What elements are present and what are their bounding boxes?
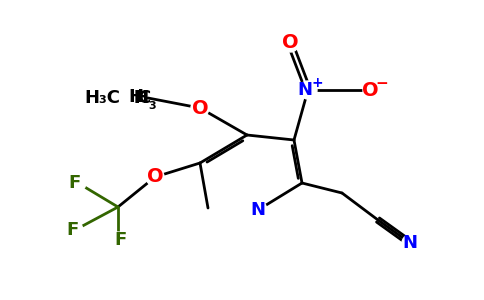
Circle shape bbox=[146, 168, 164, 186]
Circle shape bbox=[191, 99, 209, 117]
Text: O: O bbox=[147, 167, 163, 187]
Text: +: + bbox=[311, 76, 323, 90]
Text: N: N bbox=[298, 81, 313, 99]
Text: −: − bbox=[376, 76, 388, 91]
Text: H₃C: H₃C bbox=[84, 89, 120, 107]
Text: N: N bbox=[403, 234, 418, 252]
Text: H: H bbox=[133, 89, 148, 107]
Circle shape bbox=[70, 175, 86, 191]
Text: F: F bbox=[115, 231, 127, 249]
Text: H: H bbox=[128, 88, 143, 106]
Circle shape bbox=[67, 222, 83, 238]
Text: F: F bbox=[66, 221, 78, 239]
Circle shape bbox=[281, 34, 299, 52]
Text: F: F bbox=[69, 174, 81, 192]
Text: O: O bbox=[282, 34, 298, 52]
Circle shape bbox=[363, 81, 381, 99]
Text: O: O bbox=[362, 80, 378, 100]
Text: N: N bbox=[251, 201, 266, 219]
Text: C: C bbox=[137, 89, 150, 107]
Circle shape bbox=[249, 201, 267, 219]
Circle shape bbox=[299, 81, 317, 99]
Circle shape bbox=[402, 235, 418, 251]
Text: O: O bbox=[192, 98, 208, 118]
Circle shape bbox=[110, 232, 126, 248]
Text: H: H bbox=[133, 89, 148, 107]
Text: 3: 3 bbox=[148, 101, 156, 111]
